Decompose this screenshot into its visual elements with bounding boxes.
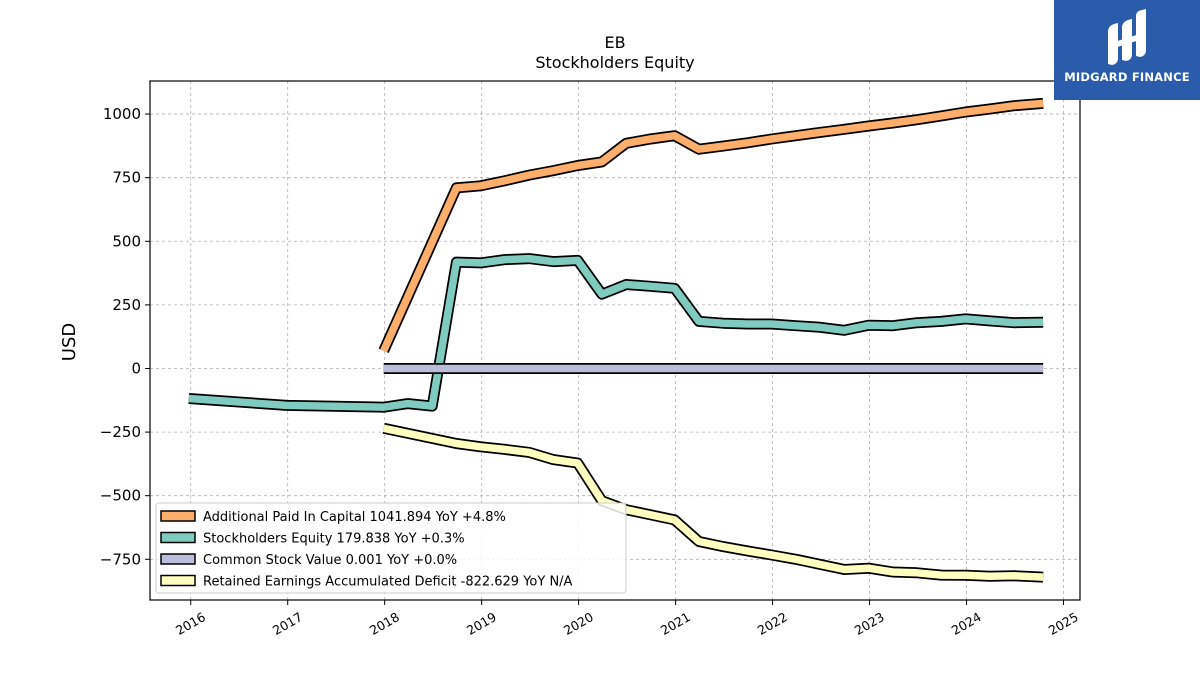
y-tick-label: 750 bbox=[112, 169, 141, 187]
legend-swatch-0 bbox=[160, 510, 196, 522]
y-tick-label: 500 bbox=[112, 232, 141, 250]
plot-frame bbox=[149, 80, 1081, 601]
y-tick-label: 250 bbox=[112, 296, 141, 314]
x-tick-label: 2016 bbox=[173, 609, 208, 638]
x-tick-label: 2023 bbox=[852, 609, 887, 638]
x-tick-label: 2017 bbox=[270, 609, 305, 638]
legend-frame bbox=[155, 502, 627, 594]
y-tick-label: 1000 bbox=[103, 105, 141, 123]
x-tick-label: 2020 bbox=[561, 609, 596, 638]
x-tick-label: 2021 bbox=[658, 609, 693, 638]
x-tick-label: 2022 bbox=[755, 609, 790, 638]
legend-items: Additional Paid In Capital 1041.894 YoY … bbox=[160, 510, 573, 590]
y-tick-label: −750 bbox=[100, 550, 141, 568]
legend-swatch-3 bbox=[160, 574, 196, 587]
x-tick-label: 2024 bbox=[949, 609, 984, 638]
legend-label-0: Additional Paid In Capital 1041.894 YoY … bbox=[203, 510, 506, 525]
legend: Additional Paid In Capital 1041.894 YoY … bbox=[155, 502, 627, 594]
y-tick-label: −250 bbox=[100, 423, 141, 441]
series-line-3 bbox=[382, 424, 1044, 581]
legend-swatch-2 bbox=[160, 553, 196, 565]
y-axis-label: USD bbox=[59, 323, 80, 361]
series-outline-0 bbox=[378, 97, 1044, 353]
chart-title: EB bbox=[604, 33, 625, 52]
logo-text: MIDGARD FINANCE bbox=[1064, 70, 1190, 84]
series-layer bbox=[188, 97, 1044, 583]
legend-label-2: Common Stock Value 0.001 YoY +0.0% bbox=[203, 553, 457, 568]
legend-label-1: Stockholders Equity 179.838 YoY +0.3% bbox=[203, 532, 465, 547]
legend-swatch-1 bbox=[160, 531, 196, 544]
series-outline-1 bbox=[188, 253, 1044, 413]
legend-label-3: Retained Earnings Accumulated Deficit -8… bbox=[203, 575, 573, 590]
y-tick-label: −500 bbox=[100, 487, 141, 505]
x-tick-label: 2019 bbox=[464, 609, 499, 638]
brand-logo: MIDGARD FINANCE bbox=[1054, 0, 1200, 100]
x-tick-label: 2018 bbox=[367, 609, 402, 638]
series-line-1 bbox=[188, 254, 1044, 411]
logo-mark-icon bbox=[1108, 9, 1146, 65]
x-tick-label: 2025 bbox=[1046, 609, 1081, 638]
series-line-0 bbox=[380, 99, 1044, 353]
y-tick-label: 0 bbox=[131, 359, 141, 377]
chart-subtitle: Stockholders Equity bbox=[535, 53, 694, 72]
